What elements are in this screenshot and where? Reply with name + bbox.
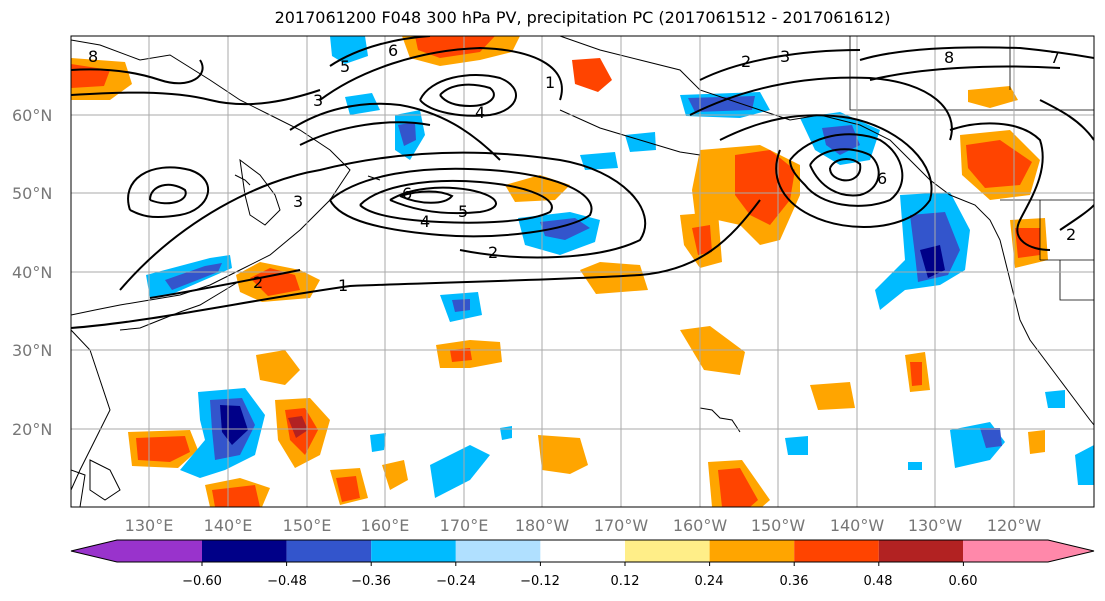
- colorbar-tick-label: −0.12: [520, 574, 560, 589]
- coastlines: [71, 36, 1094, 507]
- colorbar-tick-label: 0.24: [695, 574, 724, 589]
- contour-label: 2: [488, 243, 498, 262]
- map-frame: [70, 35, 1095, 508]
- contour-label: 4: [475, 103, 485, 122]
- contour-label: 5: [340, 57, 350, 76]
- colorbar-tick-label: −0.60: [182, 574, 222, 589]
- contour-label: 8: [88, 47, 98, 66]
- colorbar-segment: [540, 540, 625, 562]
- lon-label: 170°W: [594, 516, 649, 535]
- lat-label: 20°N: [12, 420, 52, 439]
- colorbar-segment: [794, 540, 879, 562]
- contour-label: 2: [1066, 225, 1076, 244]
- precip-fields: [71, 36, 1094, 507]
- colorbar-segment: [963, 540, 1048, 562]
- colorbar-segment: [625, 540, 710, 562]
- contour-label: 7: [1050, 48, 1060, 67]
- lon-label: 150°E: [283, 516, 332, 535]
- contour-label: 2: [253, 273, 263, 292]
- contour-label: 5: [458, 202, 468, 221]
- colorbar-segment: [371, 540, 456, 562]
- lon-label: 160°W: [673, 516, 728, 535]
- contour-label: 4: [420, 212, 430, 231]
- lon-label: 140°E: [204, 516, 253, 535]
- map-title: 2017061200 F048 300 hPa PV, precipitatio…: [274, 8, 891, 27]
- lat-label: 40°N: [12, 263, 52, 282]
- colorbar-tick-label: −0.36: [351, 574, 391, 589]
- colorbar-segments: [71, 540, 1094, 562]
- colorbar-extend-low: [71, 540, 117, 562]
- contour-label: 1: [545, 73, 555, 92]
- lon-label: 160°E: [361, 516, 410, 535]
- contour-label: 8: [944, 48, 954, 67]
- lon-label: 170°E: [440, 516, 489, 535]
- contour-label: 6: [388, 41, 398, 60]
- colorbar: −0.60 −0.48 −0.36 −0.24 −0.12 0.12 0.24 …: [70, 539, 1095, 589]
- colorbar-segment: [117, 540, 202, 562]
- contour-label: 3: [780, 47, 790, 66]
- lat-label: 30°N: [12, 341, 52, 360]
- colorbar-labels: −0.60 −0.48 −0.36 −0.24 −0.12 0.12 0.24 …: [182, 574, 977, 589]
- negative-anomaly-areas: [146, 36, 1094, 498]
- contour-label: 2: [741, 52, 751, 71]
- latitude-labels: 60°N 50°N 40°N 30°N 20°N: [12, 106, 52, 439]
- lon-label: 130°W: [908, 516, 963, 535]
- lat-label: 50°N: [12, 184, 52, 203]
- colorbar-outline: [70, 539, 1095, 563]
- colorbar-segment: [202, 540, 287, 562]
- contour-label: 1: [338, 276, 348, 295]
- contour-label: 6: [402, 184, 412, 203]
- contour-label: 3: [313, 91, 323, 110]
- colorbar-segment: [455, 540, 541, 562]
- colorbar-tick-label: 0.36: [780, 574, 809, 589]
- political-borders: [849, 36, 1094, 301]
- contour-label: 3: [293, 192, 303, 211]
- gridlines: [71, 36, 1094, 507]
- colorbar-tick-label: −0.48: [267, 574, 307, 589]
- lat-label: 60°N: [12, 106, 52, 125]
- lon-label: 130°E: [125, 516, 174, 535]
- contour-labels: 1 2 2 3 3 4 4 5 5 6 6 6 7 8 8 1 2 2 3: [88, 41, 1076, 295]
- colorbar-tick-label: 0.48: [864, 574, 893, 589]
- lon-label: 140°W: [830, 516, 885, 535]
- colorbar-tick-label: 0.12: [611, 574, 640, 589]
- contour-label: 6: [877, 169, 887, 188]
- colorbar-segment: [709, 540, 795, 562]
- lon-label: 150°W: [751, 516, 806, 535]
- colorbar-tick-label: −0.24: [436, 574, 476, 589]
- pv-contours: [71, 36, 1094, 329]
- longitude-labels: 130°E 140°E 150°E 160°E 170°E 180°W 170°…: [125, 516, 1042, 535]
- lon-label: 120°W: [987, 516, 1042, 535]
- colorbar-tick-label: 0.60: [949, 574, 978, 589]
- colorbar-ticks: [201, 562, 964, 566]
- colorbar-segment: [286, 540, 372, 562]
- positive-anomaly-areas: [71, 36, 1048, 507]
- colorbar-extend-high: [1048, 540, 1094, 562]
- lon-label: 180°W: [515, 516, 570, 535]
